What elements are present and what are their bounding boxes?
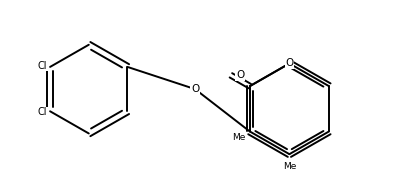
Text: Cl: Cl	[38, 107, 47, 117]
Text: O: O	[236, 70, 244, 80]
Text: Me: Me	[283, 164, 296, 173]
Text: Me: Me	[232, 133, 245, 142]
Text: O: O	[191, 84, 199, 94]
Text: Cl: Cl	[38, 61, 47, 71]
Text: O: O	[285, 59, 294, 69]
Text: Me: Me	[283, 162, 296, 171]
